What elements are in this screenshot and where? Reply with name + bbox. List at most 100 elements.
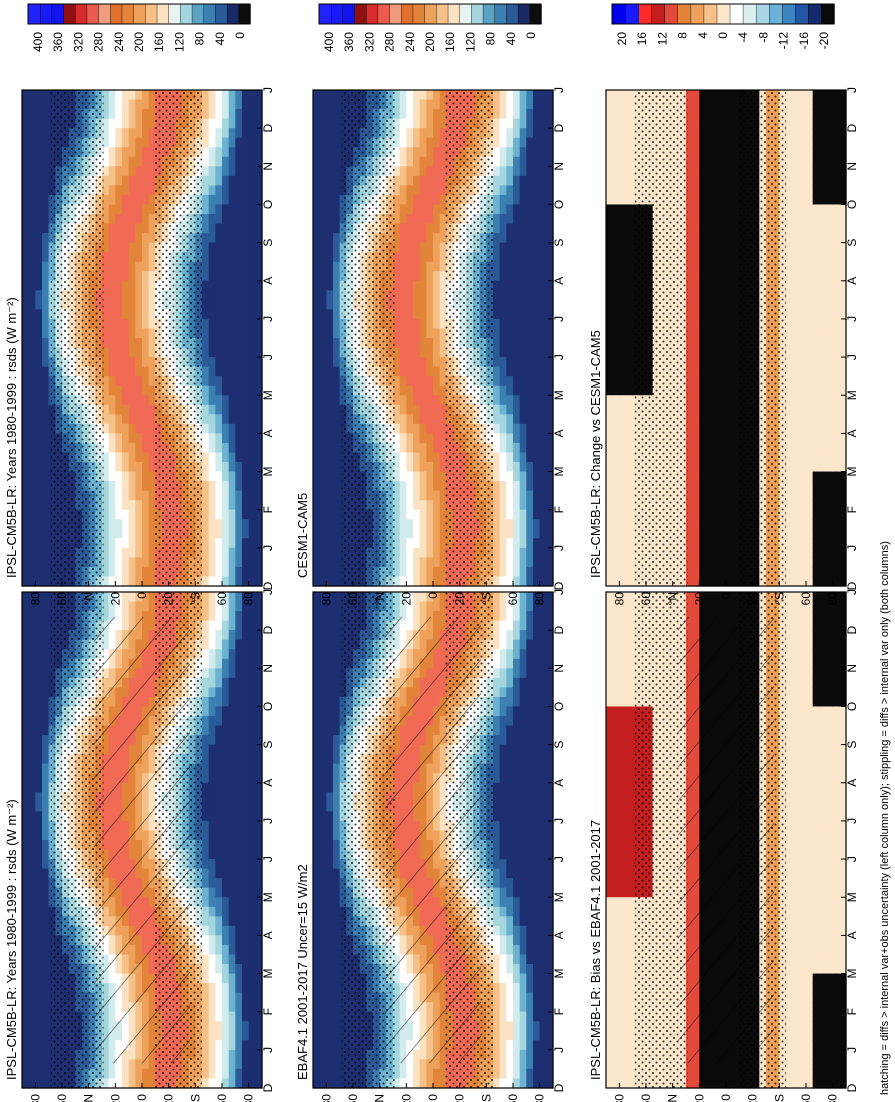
heat-cell: [333, 696, 341, 708]
heat-cell: [148, 328, 156, 339]
heat-cell: [122, 252, 130, 263]
heat-cell: [319, 782, 327, 793]
heat-cell: [128, 376, 136, 387]
heat-cell: [22, 309, 30, 320]
heat-cell: [22, 973, 30, 984]
heat-cell: [333, 906, 341, 917]
heat-cell: [42, 649, 50, 660]
heat-cell: [202, 935, 210, 946]
heat-cell: [22, 1049, 30, 1060]
heat-cell: [35, 442, 43, 454]
heat-cell: [148, 347, 156, 358]
heat-cell: [248, 385, 256, 396]
heat-cell: [35, 328, 43, 339]
heat-cell: [215, 878, 223, 889]
heat-cell: [135, 214, 143, 225]
heat-cell: [42, 223, 50, 234]
heat-cell: [208, 576, 216, 587]
heat-cell: [248, 175, 256, 186]
heat-cell: [215, 725, 223, 736]
heat-cell: [326, 897, 334, 908]
heat-cell: [115, 271, 123, 282]
heat-cell: [202, 916, 210, 927]
heat-cell: [319, 935, 327, 946]
heat-cell: [208, 357, 216, 368]
heat-cell: [242, 519, 250, 530]
heat-cell: [248, 639, 256, 650]
heat-cell: [208, 754, 216, 765]
heat-cell: [102, 90, 110, 101]
heat-cell: [28, 462, 36, 473]
heat-cell: [228, 309, 236, 320]
heat-cell: [228, 687, 236, 698]
heat-cell: [228, 887, 236, 898]
heat-cell: [413, 611, 421, 622]
heat-cell: [202, 649, 210, 660]
heat-cell: [222, 840, 230, 851]
heat-cell: [108, 175, 116, 186]
heat-cell: [22, 557, 30, 568]
heat-cell: [313, 916, 321, 927]
heat-cell: [108, 538, 116, 549]
heat-cell: [148, 1068, 156, 1080]
heat-cell: [255, 964, 263, 975]
heat-cell: [215, 452, 223, 463]
heat-cell: [28, 347, 36, 358]
heat-cell: [255, 214, 263, 225]
heat-cell: [255, 954, 263, 965]
heat-cell: [22, 782, 30, 793]
heat-cell: [122, 509, 130, 520]
heat-cell: [122, 414, 130, 425]
heat-cell: [128, 566, 136, 578]
heat-cell: [22, 385, 30, 396]
heat-cell: [28, 1011, 36, 1022]
heat-cell: [326, 983, 334, 994]
heat-cell: [248, 935, 256, 946]
heat-cell: [28, 754, 36, 765]
heat-cell: [333, 916, 341, 927]
heat-cell: [235, 1002, 243, 1013]
heat-cell: [142, 395, 150, 406]
heat-cell: [248, 538, 256, 549]
heat-cell: [202, 500, 210, 511]
heat-cell: [42, 309, 50, 320]
heat-cell: [42, 318, 50, 330]
heat-cell: [115, 233, 123, 244]
heat-cell: [202, 90, 210, 101]
heat-cell: [148, 194, 156, 206]
heat-cell: [115, 175, 123, 186]
heat-cell: [28, 328, 36, 339]
heat-cell: [22, 725, 30, 736]
heat-cell: [222, 175, 230, 186]
heat-cell: [248, 433, 256, 444]
heat-cell: [148, 471, 156, 482]
heat-cell: [28, 811, 36, 822]
heat-cell: [235, 792, 243, 803]
heat-cell: [122, 128, 130, 139]
heat-cell: [108, 299, 116, 310]
heat-cell: [326, 973, 334, 984]
heat-cell: [228, 128, 236, 139]
heat-cell: [115, 414, 123, 425]
heat-cell: [222, 859, 230, 870]
heat-cell: [235, 849, 243, 860]
heat-cell: [202, 509, 210, 520]
heat-cell: [128, 385, 136, 396]
heat-cell: [326, 1059, 334, 1070]
heat-cell: [326, 868, 334, 879]
heat-cell: [122, 290, 130, 301]
heat-cell: [22, 630, 30, 641]
heat-cell: [222, 1002, 230, 1013]
heat-cell: [28, 90, 36, 101]
heat-cell: [202, 194, 210, 206]
heat-cell: [228, 763, 236, 774]
heat-cell: [22, 347, 30, 358]
heat-cell: [42, 906, 50, 917]
heat-cell: [248, 137, 256, 148]
heat-cell: [215, 175, 223, 186]
heat-cell: [202, 630, 210, 641]
heat-cell: [122, 204, 130, 215]
heat-cell: [242, 973, 250, 984]
heat-cell: [148, 118, 156, 129]
heat-cell: [215, 859, 223, 870]
